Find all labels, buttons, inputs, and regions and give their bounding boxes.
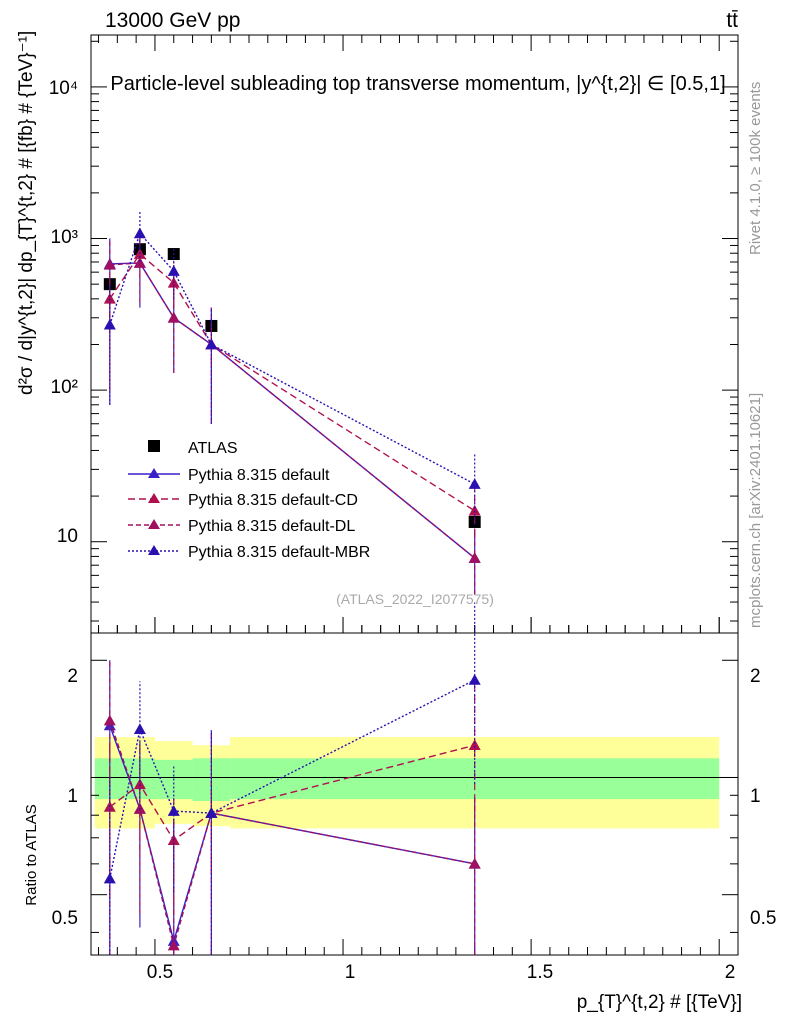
mc-point-series-4 bbox=[205, 338, 218, 350]
legend-marker-cd bbox=[148, 493, 160, 503]
ratio-point-series-4 bbox=[103, 872, 116, 884]
mc-point-series-4 bbox=[103, 318, 116, 330]
x-tick-label-2: 2 bbox=[725, 962, 736, 983]
process-label: tt̄ bbox=[726, 9, 738, 32]
legend-label-cd: Pythia 8.315 default-CD bbox=[188, 492, 358, 509]
x-tick-label-1: 1 bbox=[345, 962, 356, 983]
y-tick-label-1000: 10³ bbox=[51, 227, 78, 248]
mc-point-series-3 bbox=[103, 258, 116, 270]
ratio-point-series-3 bbox=[103, 714, 116, 726]
y-tick-label-10: 10 bbox=[57, 526, 78, 547]
ratio-point-series-4 bbox=[205, 807, 218, 818]
ratio-tick-label-0.5: 0.5 bbox=[52, 908, 78, 929]
ratio-tick-label-1: 1 bbox=[67, 786, 78, 807]
mc-point-series-2 bbox=[468, 504, 481, 516]
ratio-tick-label-2: 2 bbox=[67, 666, 78, 687]
legend-marker-atlas bbox=[148, 440, 160, 452]
mc-point-series-3 bbox=[133, 256, 146, 268]
legend-marker-default bbox=[148, 468, 160, 478]
mc-line-series-2 bbox=[109, 252, 476, 512]
analysis-watermark: (ATLAS_2022_I2077575) bbox=[336, 591, 494, 607]
ratio-point-series-4 bbox=[167, 805, 180, 816]
mcplots-label: mcplots.cern.ch [arXiv:2401.10621] bbox=[747, 393, 764, 628]
legend-marker-dl bbox=[148, 519, 160, 529]
legend-label-mbr: Pythia 8.315 default-MBR bbox=[188, 544, 370, 561]
mc-line-series-4 bbox=[109, 232, 476, 485]
x-axis-label: p_{T}^{t,2} # [{TeV}] bbox=[577, 992, 742, 1013]
ratio-uncertainty-bands bbox=[91, 737, 738, 829]
green-band-bin-0 bbox=[94, 758, 129, 800]
mc-point-series-4 bbox=[133, 227, 146, 239]
ratio-point-series-3 bbox=[167, 939, 180, 951]
green-band-bin-1 bbox=[128, 758, 155, 800]
ratio-tick-label-right-0.5: 0.5 bbox=[750, 908, 776, 929]
legend-label-dl: Pythia 8.315 default-DL bbox=[188, 518, 355, 535]
mc-point-series-4 bbox=[167, 265, 180, 276]
x-tick-label-0.5: 0.5 bbox=[147, 962, 173, 983]
mc-point-series-3 bbox=[468, 552, 481, 563]
ratio-point-series-2 bbox=[468, 739, 481, 751]
ratio-point-series-4 bbox=[133, 723, 146, 735]
ratio-tick-label-right-2: 2 bbox=[750, 666, 761, 687]
legend-marker-mbr bbox=[148, 545, 160, 555]
rivet-version-label: Rivet 4.1.0, ≥ 100k events bbox=[747, 82, 764, 255]
y-tick-label-100: 10² bbox=[51, 377, 78, 398]
chart-title: Particle-level subleading top transverse… bbox=[110, 73, 725, 95]
ratio-tick-label-right-1: 1 bbox=[750, 786, 761, 807]
legend-label-default: Pythia 8.315 default bbox=[188, 467, 330, 484]
ratio-panel-frame bbox=[90, 632, 739, 956]
ratio-point-series-3 bbox=[468, 857, 481, 869]
legend: ATLAS Pythia 8.315 default Pythia 8.315 … bbox=[128, 440, 370, 561]
y-axis-label-main: d²σ / d|y^{t,2}| dp_{T}^{t,2} # [{fb} # … bbox=[16, 31, 37, 395]
mc-point-series-4 bbox=[468, 478, 481, 489]
ratio-panel-series bbox=[103, 602, 481, 955]
x-tick-label-1.5: 1.5 bbox=[527, 962, 553, 983]
legend-label-atlas: ATLAS bbox=[188, 440, 238, 457]
energy-label: 13000 GeV pp bbox=[105, 9, 240, 32]
ratio-point-series-4 bbox=[468, 673, 481, 685]
y-tick-label-10000: 10⁴ bbox=[49, 78, 78, 99]
main-panel-series bbox=[103, 211, 481, 595]
y-axis-label-ratio: Ratio to ATLAS bbox=[23, 804, 40, 905]
mc-point-series-3 bbox=[167, 311, 180, 323]
